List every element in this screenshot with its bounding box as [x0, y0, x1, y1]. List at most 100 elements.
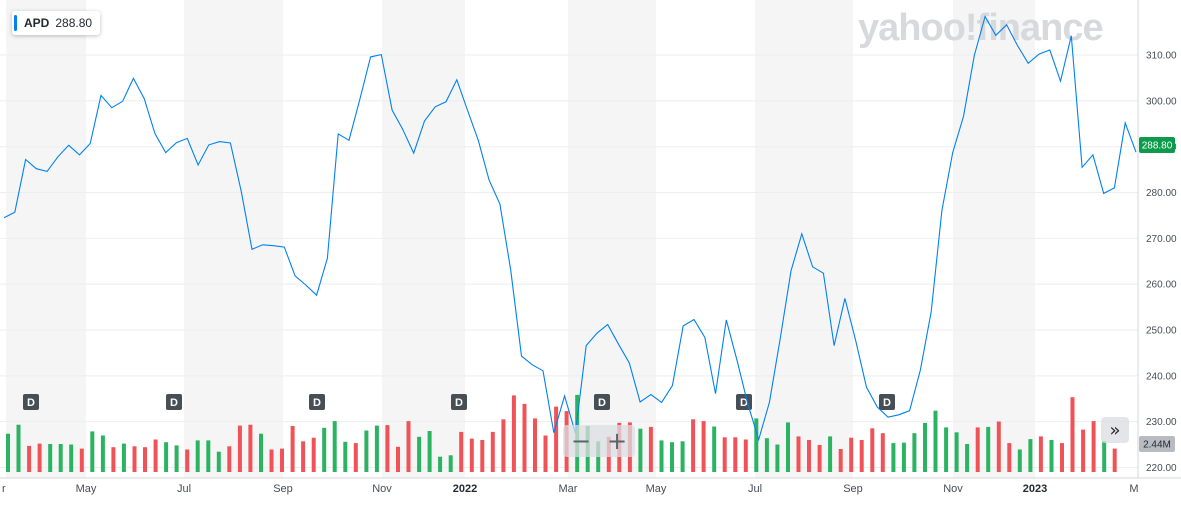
- volume-bar: [237, 425, 242, 472]
- volume-bar: [775, 444, 780, 472]
- volume-bar: [480, 440, 485, 472]
- volume-bar: [501, 419, 506, 472]
- volume-bar: [396, 446, 400, 472]
- volume-bar: [912, 433, 917, 472]
- zoom-in-button[interactable]: +: [606, 427, 628, 455]
- volume-bar: [16, 424, 21, 472]
- volume-bar: [638, 428, 643, 472]
- volume-bar: [733, 437, 738, 472]
- fast-forward-icon: »: [1109, 419, 1121, 441]
- legend-symbol[interactable]: APD 288.80: [12, 11, 101, 35]
- volume-bar: [269, 449, 274, 472]
- dividend-marker-label: D: [740, 397, 748, 409]
- volume-bar: [248, 424, 253, 472]
- volume-bar: [975, 427, 980, 472]
- volume-bar: [1007, 443, 1012, 472]
- y-tick-label: 260.00: [1146, 280, 1177, 291]
- volume-tag: 2.44M: [1139, 436, 1175, 452]
- dividend-marker-box: [309, 394, 325, 410]
- x-tick-label: Mar: [559, 483, 578, 495]
- volume-bar: [1049, 440, 1054, 472]
- x-tick-label: May: [646, 483, 667, 495]
- dividend-marker[interactable]: D: [736, 394, 752, 410]
- price-line: [3, 15, 1137, 442]
- dividend-marker[interactable]: D: [879, 394, 895, 410]
- volume-bar: [121, 443, 126, 472]
- dividend-marker[interactable]: D: [166, 394, 182, 410]
- volume-bar: [79, 448, 84, 472]
- x-tick-label: Nov: [943, 483, 963, 495]
- volume-bar: [343, 441, 348, 472]
- volume-bar: [796, 436, 801, 472]
- volume-bar: [374, 425, 379, 472]
- volume-bar: [227, 446, 232, 472]
- volume-tag-label: 2.44M: [1143, 440, 1171, 451]
- volume-bar: [100, 435, 105, 472]
- volume-bar: [1081, 429, 1086, 472]
- scroll-to-latest-button[interactable]: »: [1101, 417, 1129, 443]
- volume-bar: [996, 421, 1001, 472]
- volume-bar: [901, 442, 906, 472]
- volume-bar: [111, 447, 116, 472]
- month-band: [953, 0, 1035, 478]
- volume-bar: [469, 438, 474, 472]
- price-tag-label: 288.80: [1142, 141, 1173, 152]
- x-axis-ticks: r May Jul Sep Nov 2022 Mar May Jul Sep Nov 2023 M: [2, 483, 1139, 495]
- volume-bar: [670, 442, 674, 472]
- volume-bar: [859, 440, 864, 472]
- month-band: [568, 0, 656, 478]
- volume-bar: [954, 432, 959, 472]
- price-tag: 288.80: [1139, 137, 1175, 153]
- volume-bar: [648, 426, 653, 472]
- volume-bar: [322, 427, 327, 472]
- dividend-marker[interactable]: D: [309, 394, 325, 410]
- zoom-out-button[interactable]: −: [570, 427, 592, 455]
- x-tick-label: 2022: [453, 483, 477, 495]
- volume-bar: [27, 445, 32, 472]
- volume-bar: [206, 440, 211, 472]
- volume-bar: [817, 445, 822, 472]
- dividend-marker[interactable]: D: [451, 394, 467, 410]
- dividend-marker[interactable]: D: [23, 394, 39, 410]
- volume-bar: [870, 428, 875, 472]
- volume-bar: [986, 426, 991, 472]
- volume-bar: [490, 431, 495, 472]
- volume-bar: [216, 451, 221, 472]
- volume-bar: [438, 456, 443, 472]
- volume-bar: [554, 406, 559, 472]
- volume-bar: [427, 431, 432, 472]
- volume-bar: [164, 442, 169, 472]
- dividend-marker-box: [23, 394, 39, 410]
- y-tick-label: 220.00: [1146, 463, 1177, 474]
- volume-bar: [280, 448, 284, 472]
- dividend-marker-label: D: [455, 397, 463, 409]
- volume-bar: [828, 436, 833, 472]
- legend-price: 288.80: [55, 16, 93, 30]
- dividend-marker[interactable]: D: [594, 394, 610, 410]
- yahoo-finance-watermark: yahoo!finance: [858, 7, 1103, 49]
- volume-bar: [448, 455, 453, 472]
- volume-bar: [849, 437, 854, 472]
- volume-bar: [406, 421, 411, 472]
- volume-bar: [807, 440, 811, 472]
- horizontal-gridlines: [0, 54, 1138, 468]
- volume-bar: [185, 449, 190, 472]
- dividend-marker-box: [166, 394, 182, 410]
- volume-bar: [880, 433, 885, 472]
- volume-bar: [1028, 439, 1033, 472]
- volume-bar: [722, 437, 727, 472]
- x-tick-label: May: [76, 483, 97, 495]
- volume-bar: [48, 444, 53, 472]
- legend-ticker: APD: [24, 16, 50, 30]
- volume-bar: [680, 441, 685, 472]
- zoom-controls: − +: [563, 425, 635, 457]
- volume-bar: [965, 444, 970, 472]
- x-tick-label: Sep: [843, 483, 863, 495]
- dividend-marker-box: [594, 394, 610, 410]
- x-tick-label: Nov: [372, 483, 392, 495]
- y-tick-label: 310.00: [1146, 51, 1177, 62]
- volume-bar: [511, 395, 516, 472]
- volume-bar: [533, 418, 537, 472]
- x-tick-label: r: [2, 483, 6, 495]
